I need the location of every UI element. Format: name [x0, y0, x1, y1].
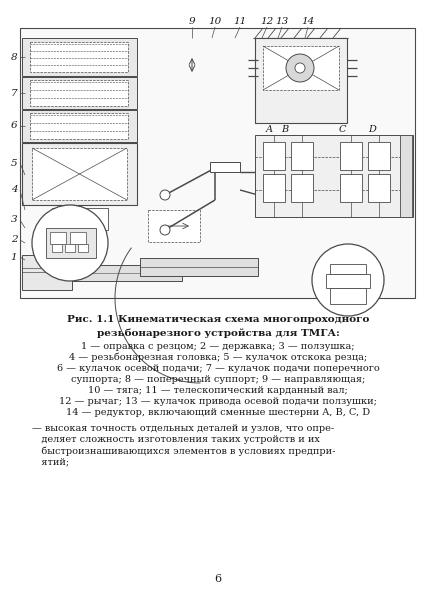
Bar — [22, 255, 72, 290]
Text: 10: 10 — [208, 17, 221, 26]
Text: — высокая точность отдельных деталей и узлов, что опре-: — высокая точность отдельных деталей и у… — [32, 424, 334, 433]
Bar — [368, 142, 390, 170]
Text: 4 — резьбонарезная головка; 5 — кулачок отскока резца;: 4 — резьбонарезная головка; 5 — кулачок … — [69, 353, 367, 362]
Text: 8: 8 — [11, 52, 17, 61]
Text: 6: 6 — [11, 121, 17, 130]
Bar — [255, 135, 413, 217]
Bar — [148, 210, 200, 242]
Bar — [30, 42, 128, 72]
Text: 1: 1 — [11, 253, 17, 262]
Bar — [255, 38, 347, 123]
Bar — [78, 244, 88, 252]
Bar — [76, 228, 86, 238]
Text: 14: 14 — [301, 17, 315, 26]
Text: D: D — [368, 125, 376, 134]
Bar — [46, 228, 96, 258]
Text: 5: 5 — [11, 158, 17, 167]
Text: 7: 7 — [11, 88, 17, 97]
Bar — [210, 162, 240, 172]
Bar — [22, 77, 137, 109]
Bar — [291, 174, 313, 202]
Text: 12 — рычаг; 13 — кулачок привода осевой подачи ползушки;: 12 — рычаг; 13 — кулачок привода осевой … — [59, 397, 377, 406]
Text: 1 — оправка с резцом; 2 — державка; 3 — ползушка;: 1 — оправка с резцом; 2 — державка; 3 — … — [81, 342, 355, 351]
Text: деляет сложность изготовления таких устройств и их: деляет сложность изготовления таких устр… — [32, 435, 320, 444]
Text: ятий;: ятий; — [32, 457, 69, 466]
Bar — [22, 110, 137, 142]
Bar — [65, 244, 75, 252]
Bar — [72, 265, 182, 281]
Bar — [30, 80, 128, 106]
Bar — [330, 288, 366, 304]
Circle shape — [160, 190, 170, 200]
Text: 6 — кулачок осевой подачи; 7 — кулачок подачи поперечного: 6 — кулачок осевой подачи; 7 — кулачок п… — [57, 364, 379, 373]
Bar — [50, 232, 66, 244]
Bar — [368, 174, 390, 202]
Bar — [22, 143, 137, 205]
Text: 12: 12 — [260, 17, 274, 26]
Circle shape — [160, 225, 170, 235]
Text: C: C — [338, 125, 346, 134]
Bar — [340, 174, 362, 202]
Text: B: B — [281, 125, 289, 134]
Bar — [330, 264, 366, 274]
Bar — [70, 232, 86, 244]
Text: 11: 11 — [233, 17, 247, 26]
Bar — [263, 142, 285, 170]
Bar — [326, 274, 370, 288]
Text: суппорта; 8 — поперечный суппорт; 9 — направляющая;: суппорта; 8 — поперечный суппорт; 9 — на… — [71, 375, 365, 384]
Bar — [263, 174, 285, 202]
Circle shape — [32, 205, 108, 281]
Bar — [32, 148, 127, 200]
Text: Рис. 1.1 Кинематическая схема многопроходного: Рис. 1.1 Кинематическая схема многопрохо… — [67, 315, 369, 324]
Text: 14 — редуктор, включающий сменные шестерни A, B, C, D: 14 — редуктор, включающий сменные шестер… — [66, 408, 370, 417]
Text: 10 — тяга; 11 — телескопический карданный вал;: 10 — тяга; 11 — телескопический карданны… — [88, 386, 348, 395]
Circle shape — [295, 63, 305, 73]
Bar — [20, 28, 415, 298]
Bar — [400, 135, 412, 217]
Bar — [140, 258, 258, 276]
Bar — [52, 244, 62, 252]
Bar — [22, 38, 137, 76]
Bar — [40, 228, 58, 252]
Text: A: A — [266, 125, 272, 134]
Text: 4: 4 — [11, 185, 17, 194]
Bar — [30, 113, 128, 139]
Circle shape — [286, 54, 314, 82]
Text: 13: 13 — [276, 17, 289, 26]
Circle shape — [312, 244, 384, 316]
Bar — [263, 46, 339, 90]
Text: 3: 3 — [11, 215, 17, 224]
Text: быстроизнашивающихся элементов в условиях предпри-: быстроизнашивающихся элементов в условия… — [32, 446, 335, 455]
Text: 9: 9 — [189, 17, 195, 26]
Text: резьбонарезного устройства для ТМГА:: резьбонарезного устройства для ТМГА: — [96, 328, 340, 337]
Text: 2: 2 — [11, 235, 17, 245]
Text: 6: 6 — [215, 574, 221, 584]
Bar — [62, 228, 72, 238]
Bar — [291, 142, 313, 170]
Bar — [52, 208, 108, 230]
Bar — [340, 142, 362, 170]
